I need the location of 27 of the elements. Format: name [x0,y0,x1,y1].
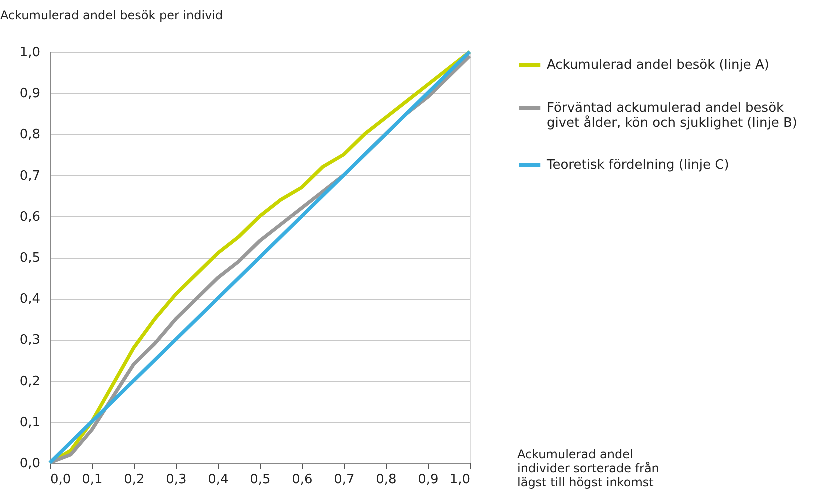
x-tick-label: 0,6 [292,472,313,488]
x-tick-label: 0,0 [50,472,72,488]
x-tick-label: 0,5 [250,472,271,488]
legend-label: Ackumulerad andel besök (linje A) [547,58,770,73]
x-tick-label: 0,4 [208,472,229,488]
x-tick-label: 0,1 [82,472,103,488]
x-tick-label: 0,3 [166,472,187,488]
y-tick-label: 0,0 [20,456,40,472]
y-tick-label: 0,2 [20,374,40,390]
legend-label: Förväntad ackumulerad andel besök givet ålder, kön och sjuklighet (linje B) [547,101,798,131]
y-tick-label: 0,1 [20,415,40,430]
y-tick-label: 0,7 [20,168,40,184]
y-axis-title: Ackumulerad andel besök per individ [0,8,224,22]
y-tick-label: 0,6 [20,210,40,225]
x-tick-label: 0,7 [334,472,355,488]
y-tick-label: 0,3 [20,333,40,348]
legend-label: Teoretisk fördelning (linje C) [546,158,730,173]
x-tick-label: 0,2 [124,472,145,488]
x-tick-label: 0,8 [376,472,397,488]
y-tick-label: 1,0 [20,46,40,60]
x-tick-label: 1,0 [450,472,470,488]
y-tick-label: 0,8 [20,128,40,143]
x-tick-label: 0,9 [418,472,439,488]
y-tick-label: 0,4 [20,292,40,308]
x-axis-title: Ackumulerad andel individer sorterade från lägst till högst inkomst [518,448,660,490]
y-tick-label: 0,9 [20,86,40,102]
y-tick-label: 0,5 [20,251,40,266]
